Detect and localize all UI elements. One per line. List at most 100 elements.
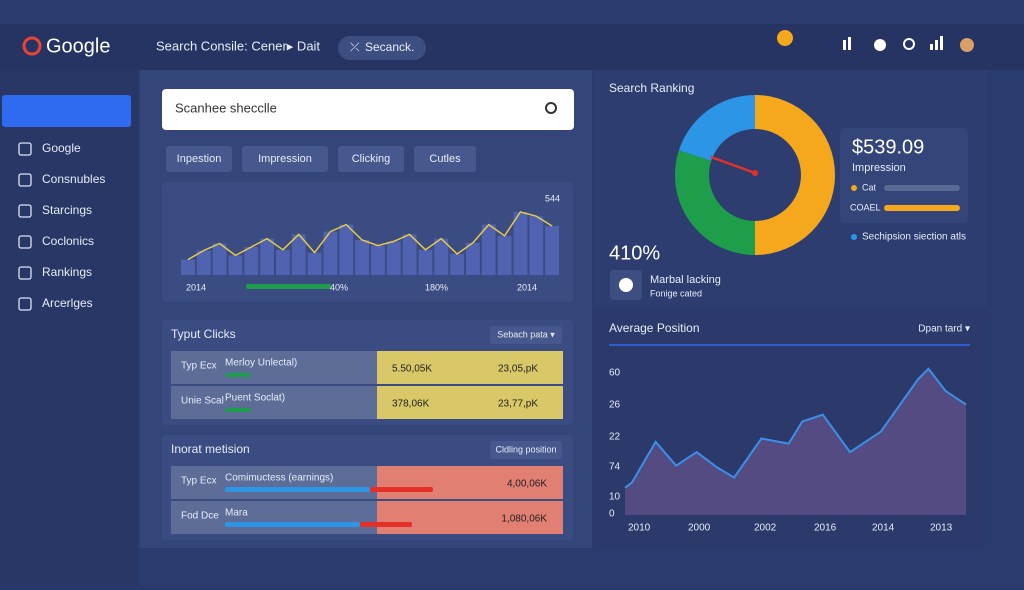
nav-icon bbox=[18, 297, 32, 311]
legend-label: COAEL bbox=[850, 202, 881, 212]
notification[interactable] bbox=[777, 30, 793, 46]
cell: 1,080,06K bbox=[501, 514, 547, 525]
clock bbox=[619, 278, 633, 292]
row-bar bbox=[360, 522, 412, 527]
toolbar bbox=[843, 36, 974, 52]
row-left bbox=[171, 351, 377, 384]
search-placeholder: Scanhee shecclle bbox=[175, 100, 277, 115]
breadcrumb: Search Consile: Cener▸ Dait bbox=[156, 38, 320, 53]
line bbox=[624, 367, 967, 489]
x-label: 40% bbox=[330, 282, 348, 292]
nav-item[interactable]: Consnubles bbox=[42, 172, 105, 186]
settings-icon[interactable] bbox=[874, 39, 886, 51]
x-tick-label: 2000 bbox=[688, 523, 711, 534]
search-icon[interactable] bbox=[903, 38, 915, 50]
row-bar bbox=[370, 487, 433, 492]
bar bbox=[418, 249, 433, 275]
ranking-title: Search Ranking bbox=[609, 81, 694, 95]
bar bbox=[371, 245, 385, 275]
row-left bbox=[171, 386, 377, 419]
table-title: Inorat metision bbox=[171, 442, 250, 456]
x-tick-label: 2014 bbox=[872, 523, 895, 534]
bar bbox=[434, 238, 449, 275]
tab[interactable] bbox=[242, 146, 328, 172]
cell: 23,05,pK bbox=[498, 364, 538, 375]
sidebar-selected[interactable] bbox=[2, 95, 131, 127]
percent: 410% bbox=[609, 242, 660, 264]
row-bar bbox=[225, 408, 251, 412]
cell: Merloy Unlectal) bbox=[225, 358, 297, 369]
bar bbox=[386, 241, 401, 275]
x-label: 2014 bbox=[517, 282, 537, 292]
nav-item[interactable]: Rankings bbox=[42, 265, 92, 279]
icon[interactable] bbox=[940, 36, 943, 50]
donut-segment bbox=[755, 95, 835, 255]
cell: Fod Dce bbox=[181, 511, 219, 522]
x-tick-label: 2002 bbox=[754, 523, 777, 534]
x-label: 180% bbox=[425, 282, 448, 292]
cell: Comimuctess (earnings) bbox=[225, 473, 333, 484]
position-title: Average Position bbox=[609, 321, 700, 335]
avatar[interactable] bbox=[960, 38, 974, 52]
amount: $539.09 bbox=[852, 136, 924, 158]
search-button[interactable] bbox=[338, 36, 426, 60]
nav-item[interactable]: Google bbox=[42, 141, 81, 155]
tab-label: Cutles bbox=[429, 153, 461, 165]
nav-icon bbox=[18, 235, 32, 249]
bar bbox=[545, 226, 559, 275]
logo: Google bbox=[46, 35, 111, 57]
y-tick-label: 60 bbox=[609, 368, 621, 379]
trend-line bbox=[187, 211, 553, 261]
legend-bar bbox=[884, 185, 960, 191]
nav-item[interactable]: Starcings bbox=[42, 203, 92, 217]
bar bbox=[307, 252, 322, 275]
x-tick-label: 2016 bbox=[814, 523, 837, 534]
status-sub: Fonige cated bbox=[650, 288, 702, 298]
cell: 4,00,06K bbox=[507, 479, 547, 490]
y-tick-label: 22 bbox=[609, 432, 621, 443]
nav-icon bbox=[18, 266, 32, 280]
row-bar bbox=[225, 373, 251, 377]
logo-icon bbox=[22, 36, 42, 56]
tab[interactable] bbox=[166, 146, 232, 172]
area bbox=[625, 368, 966, 515]
bar bbox=[355, 240, 369, 275]
bar bbox=[181, 259, 195, 275]
tab-label: Inpestion bbox=[177, 153, 222, 165]
cell: 378,06K bbox=[392, 399, 430, 410]
y-tick-label: 10 bbox=[609, 492, 621, 503]
icon[interactable] bbox=[935, 40, 938, 50]
sidebar bbox=[0, 70, 138, 585]
table-menu[interactable] bbox=[490, 326, 562, 344]
x-tick-label: 2013 bbox=[930, 523, 953, 534]
bar bbox=[212, 243, 227, 275]
legend-label: Cat bbox=[862, 182, 877, 192]
row-bar bbox=[225, 487, 370, 492]
icon[interactable] bbox=[848, 37, 851, 50]
nav-item[interactable]: Arcerlges bbox=[42, 296, 93, 310]
progress bbox=[246, 284, 331, 289]
x-label: 2014 bbox=[186, 282, 206, 292]
icon[interactable] bbox=[930, 44, 933, 50]
bar bbox=[529, 216, 544, 275]
cell: Mara bbox=[225, 508, 248, 519]
table-menu[interactable] bbox=[490, 441, 562, 459]
row-left bbox=[171, 501, 377, 534]
legend-bar bbox=[884, 205, 960, 211]
row-bar bbox=[225, 522, 360, 527]
position-menu[interactable]: Dpan tard ▾ bbox=[918, 324, 970, 335]
button-label: Secanck. bbox=[365, 40, 414, 54]
nav-item[interactable]: Coclonics bbox=[42, 234, 94, 248]
bar bbox=[291, 234, 306, 275]
y-tick-label: 26 bbox=[609, 400, 621, 411]
tab[interactable] bbox=[338, 146, 404, 172]
nav-icon bbox=[18, 173, 32, 187]
icon[interactable] bbox=[843, 40, 846, 50]
row-right bbox=[377, 386, 563, 419]
table-title: Typut Clicks bbox=[171, 327, 236, 341]
search-box[interactable] bbox=[162, 89, 574, 130]
donut-segment bbox=[674, 150, 755, 255]
tab[interactable] bbox=[414, 146, 476, 172]
bar bbox=[466, 242, 480, 275]
